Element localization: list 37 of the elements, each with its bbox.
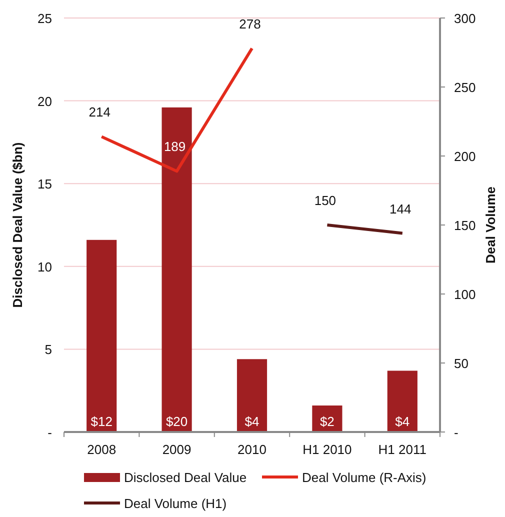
x-tick-label: H1 2010 (302, 442, 352, 457)
x-tick-label: 2010 (238, 442, 266, 457)
y-tick-label: 10 (38, 259, 52, 274)
x-tick-label: 2009 (162, 442, 192, 457)
y-axis-title: Disclosed Deal Value ($bn) (10, 142, 25, 308)
data-label: 150 (314, 193, 336, 208)
y2-tick-label: 50 (454, 356, 468, 371)
x-tick-label: 2008 (87, 442, 116, 457)
y-tick-label: 5 (44, 342, 52, 358)
y-tick-label: - (48, 425, 52, 440)
bar (236, 359, 268, 432)
legend-label: Disclosed Deal Value (124, 470, 247, 485)
bar (86, 240, 117, 432)
data-label: $4 (244, 414, 260, 429)
y2-tick-label: 250 (454, 80, 476, 95)
bar (387, 370, 418, 432)
y-tick-label: 20 (38, 94, 52, 109)
y2-tick-label: 200 (454, 149, 476, 164)
y2-axis-title: Deal Volume (483, 186, 498, 264)
y2-tick-label: 150 (454, 218, 476, 233)
data-label: 278 (239, 16, 261, 32)
legend-label: Deal Volume (R-Axis) (302, 470, 426, 485)
y-tick-label: 25 (38, 11, 52, 26)
x-tick-label: H1 2011 (378, 442, 426, 457)
data-label: $12 (90, 414, 112, 429)
data-label: 189 (164, 139, 186, 154)
legend-label: Deal Volume (H1) (124, 496, 227, 511)
data-label: $20 (166, 414, 188, 429)
data-label: 214 (88, 104, 110, 120)
data-label: 144 (390, 201, 412, 216)
y2-tick-label: - (454, 425, 458, 440)
y2-tick-label: 300 (454, 11, 476, 26)
y2-tick-label: 100 (454, 287, 476, 302)
bar (162, 107, 192, 432)
data-label: $2 (320, 414, 334, 429)
y-tick-label: 15 (38, 176, 52, 192)
data-label: $4 (395, 414, 410, 429)
